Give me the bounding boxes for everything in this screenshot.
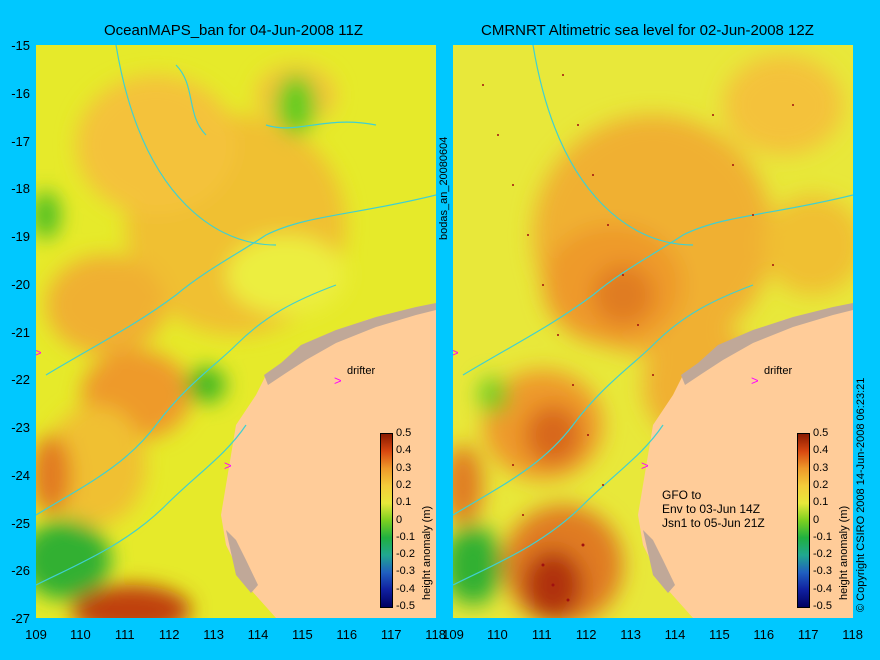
y-tick-label: -17	[11, 133, 30, 149]
y-tick-label: -27	[11, 611, 30, 626]
x-tick-label: 113	[203, 627, 224, 642]
colorbar-tick-label: 0.2	[396, 478, 412, 491]
drifter-label-right: drifter	[764, 365, 793, 377]
x-tick-label: 113	[620, 627, 641, 642]
y-tick-label: -24	[11, 467, 30, 483]
colorbar-tick-label: 0.5	[813, 427, 829, 439]
x-tick-label: 109	[442, 627, 464, 642]
right-map-title: CMRNRT Altimetric sea level for 02-Jun-2…	[481, 22, 814, 39]
drifter-marker-icon: >	[36, 345, 42, 360]
y-tick-label: -22	[11, 372, 30, 388]
drifter-marker-icon: >	[751, 373, 759, 388]
left-map-canvas: > > >	[36, 45, 436, 618]
y-tick-label: -19	[11, 229, 30, 244]
analysis-id-label: bodas_an_20080604	[438, 136, 450, 240]
drifter-marker-icon: >	[334, 373, 342, 388]
colorbar-tick-label: 0.2	[813, 478, 829, 491]
drifter-marker-icon: >	[224, 458, 232, 473]
altimeter-track-points	[482, 74, 794, 602]
x-tick-label: 110	[487, 627, 508, 642]
y-tick-label: -26	[11, 563, 30, 579]
colorbar-tick-label: 0.3	[813, 461, 829, 474]
x-tick-label: 115	[292, 627, 313, 642]
y-tick-label: -20	[11, 276, 30, 292]
colorbar-tick-label: 0.1	[396, 496, 412, 509]
colorbar-title-left: height anomaly (m)	[421, 505, 433, 600]
bathymetry-contours	[36, 45, 436, 586]
colorbar-tick-label: -0.5	[813, 600, 832, 612]
y-tick-label: -15	[11, 38, 30, 53]
colorbar-tick-label: 0.3	[396, 461, 412, 474]
x-tick-label: 116	[753, 627, 775, 642]
y-tick-label: -23	[11, 420, 30, 435]
x-tick-label: 114	[664, 627, 686, 642]
y-tick-label: -21	[11, 324, 30, 340]
colorbar-tick-label: 0.4	[396, 444, 412, 457]
x-tick-label: 116	[336, 627, 358, 642]
x-tick-label: 111	[531, 627, 552, 642]
x-tick-label: 117	[380, 627, 402, 642]
colorbar-tick-label: 0	[396, 513, 403, 526]
colorbar-tick-label: -0.1	[813, 530, 832, 543]
x-tick-label: 115	[709, 627, 730, 642]
colorbar-right	[797, 433, 810, 608]
colorbar-tick-label: 0.1	[813, 496, 829, 509]
x-tick-label: 109	[25, 627, 47, 642]
drifter-marker-icon: >	[453, 345, 459, 360]
colorbar-tick-label: -0.5	[396, 600, 415, 612]
colorbar-tick-label: 0	[813, 513, 820, 526]
colorbar-tick-label: -0.4	[396, 582, 415, 595]
x-tick-label: 112	[158, 627, 180, 642]
left-map-panel: > > >	[36, 45, 436, 618]
y-tick-label: -18	[11, 181, 30, 197]
y-tick-label: -25	[11, 515, 30, 531]
x-tick-label: 118	[842, 627, 863, 642]
colorbar-tick-label: -0.4	[813, 582, 832, 595]
gfo-note: GFO to Env to 03-Jun 14Z Jsn1 to 05-Jun …	[662, 488, 765, 530]
right-map-canvas: > > >	[453, 45, 853, 618]
x-tick-label: 112	[575, 627, 597, 642]
drifter-label-left: drifter	[347, 365, 376, 377]
colorbar-tick-label: -0.3	[813, 565, 832, 578]
colorbar-tick-label: -0.2	[813, 548, 832, 561]
colorbar-title-right: height anomaly (m)	[838, 505, 850, 600]
colorbar-tick-label: 0.4	[813, 444, 829, 457]
x-tick-label: 118	[425, 627, 446, 642]
colorbar-left	[380, 433, 393, 608]
x-tick-label: 111	[114, 627, 135, 642]
colorbar-tick-label: -0.2	[396, 548, 415, 561]
x-tick-label: 110	[70, 627, 91, 642]
y-tick-label: -16	[11, 85, 30, 101]
copyright-label: © Copyright CSIRO 2008 14-Jun-2008 06:23…	[855, 377, 867, 612]
right-map-panel: > > >	[453, 45, 853, 618]
colorbar-tick-label: 0.5	[396, 427, 412, 439]
drifter-marker-icon: >	[641, 458, 649, 473]
colorbar-tick-label: -0.1	[396, 530, 415, 543]
x-tick-label: 117	[797, 627, 819, 642]
x-tick-label: 114	[247, 627, 269, 642]
left-map-title: OceanMAPS_ban for 04-Jun-2008 11Z	[104, 22, 364, 39]
colorbar-tick-label: -0.3	[396, 565, 415, 578]
